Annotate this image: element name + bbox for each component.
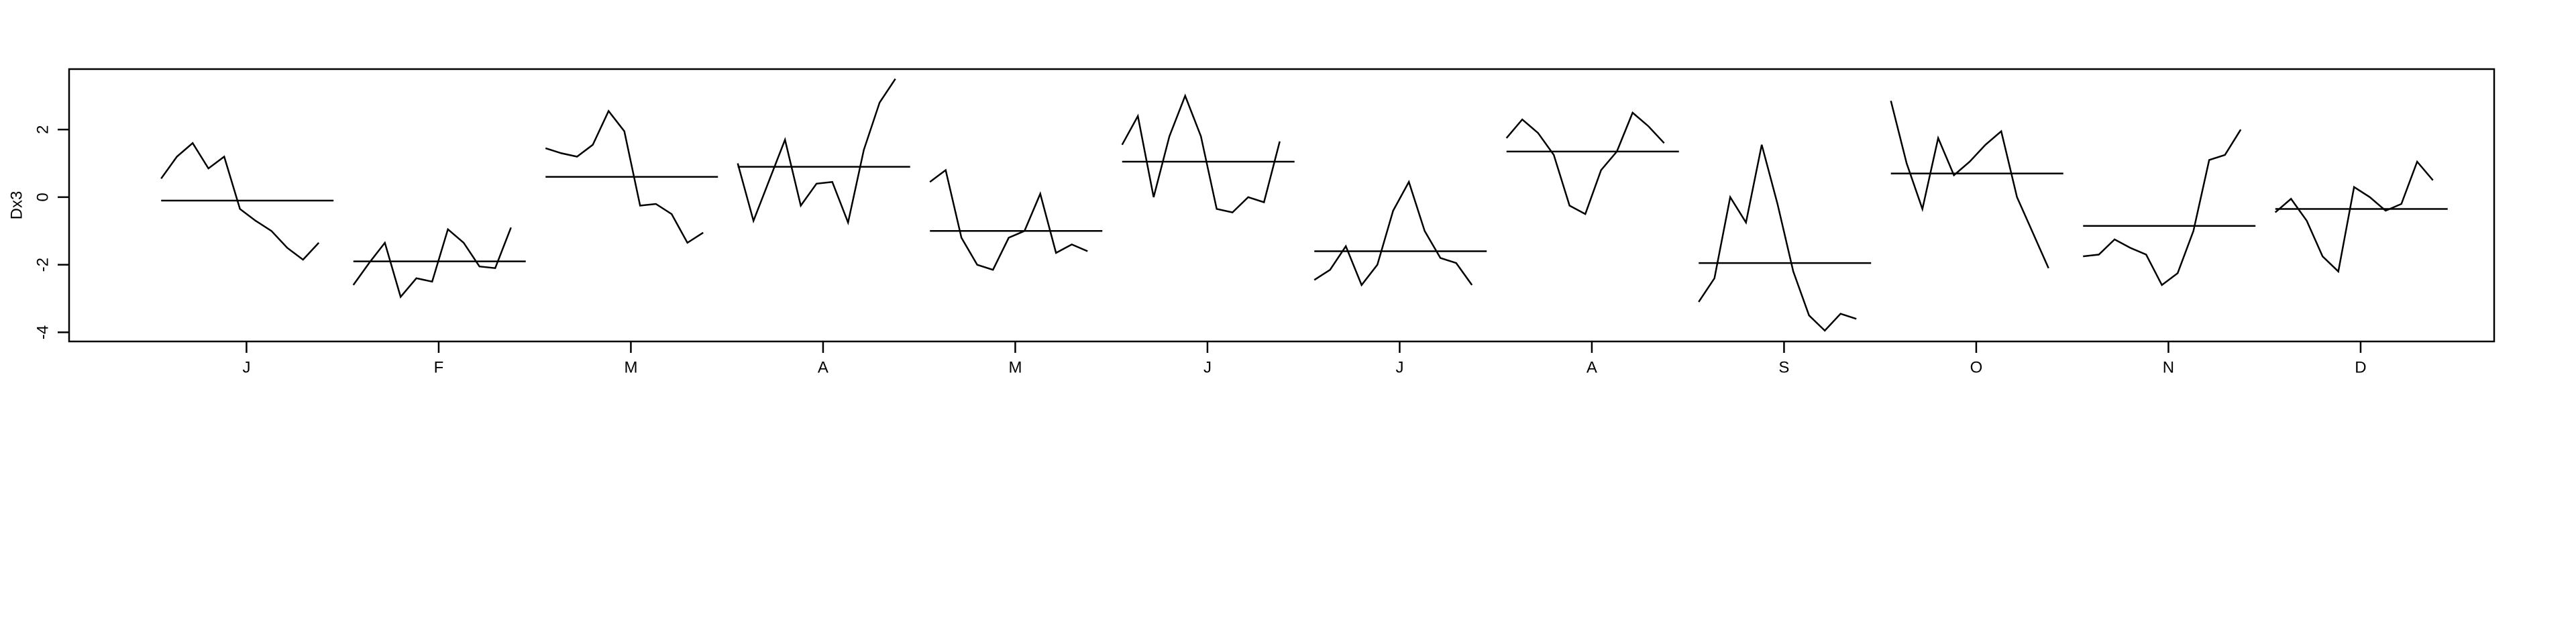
subseries-line xyxy=(1890,100,2049,269)
subseries-line xyxy=(1313,180,1473,287)
x-tick-label: J xyxy=(242,358,250,376)
x-tick-label: D xyxy=(2355,358,2366,376)
x-tick-label: J xyxy=(1395,358,1403,376)
x-tick-label: J xyxy=(1203,358,1212,376)
y-tick-label: 0 xyxy=(34,193,52,201)
x-tick-label: F xyxy=(434,358,444,376)
x-tick-label: N xyxy=(2163,358,2174,376)
x-tick-label: S xyxy=(1778,358,1789,376)
y-axis-label: Dx3 xyxy=(7,191,25,220)
x-tick-label: A xyxy=(818,358,828,376)
subseries-line xyxy=(352,227,512,299)
subseries-line xyxy=(1505,111,1665,215)
x-tick-label: A xyxy=(1587,358,1597,376)
subseries-line xyxy=(929,168,1088,271)
y-tick-label: -2 xyxy=(34,258,52,272)
subseries-line xyxy=(1698,144,1857,332)
x-tick-label: M xyxy=(624,358,637,376)
y-tick-label: 2 xyxy=(34,125,52,133)
subseries-line xyxy=(2083,129,2242,286)
y-tick-label: -4 xyxy=(34,325,52,339)
subseries-line xyxy=(2274,160,2434,274)
plot-box xyxy=(68,68,2496,343)
subseries-line xyxy=(545,109,704,244)
x-tick-label: O xyxy=(1970,358,1983,376)
subseries-line xyxy=(160,142,320,261)
x-tick-label: M xyxy=(1008,358,1022,376)
subseries-line xyxy=(737,78,896,226)
subseries-line xyxy=(1121,93,1281,213)
